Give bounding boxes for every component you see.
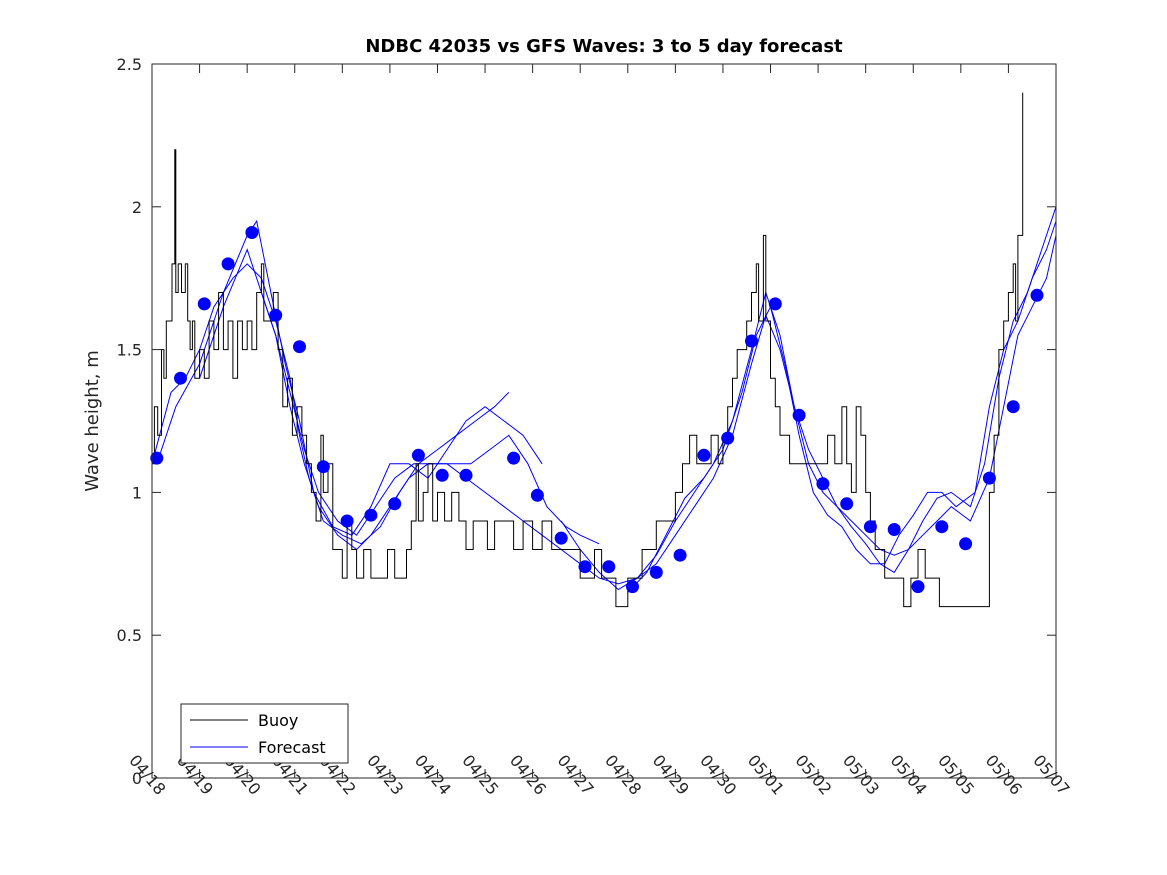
forecast-marker [721, 431, 735, 445]
forecast-marker [316, 460, 330, 474]
forecast-marker [507, 451, 521, 465]
forecast-marker [221, 257, 235, 271]
forecast-line [627, 220, 1057, 593]
forecast-marker [768, 297, 782, 311]
legend: Buoy Forecast [180, 703, 349, 764]
forecast-marker [388, 497, 402, 511]
forecast-marker [1030, 288, 1044, 302]
forecast-marker [959, 537, 973, 551]
chart-title: NDBC 42035 vs GFS Waves: 3 to 5 day fore… [365, 36, 843, 57]
forecast-marker [554, 531, 568, 545]
forecast-marker [935, 520, 949, 534]
forecast-marker [911, 580, 925, 594]
forecast-marker [602, 560, 616, 574]
axes-box [151, 63, 1057, 779]
forecast-line [156, 219, 543, 536]
y-tick-label: 2.5 [117, 55, 142, 74]
y-tick-label: 0.5 [117, 626, 142, 645]
buoy-line [152, 92, 1024, 608]
forecast-marker [459, 468, 473, 482]
forecast-marker [816, 477, 830, 491]
forecast-marker [1006, 400, 1020, 414]
forecast-marker [697, 448, 711, 462]
series-layer [150, 92, 1057, 608]
forecast-marker [174, 371, 187, 385]
forecast-marker [364, 508, 378, 522]
forecast-marker [626, 580, 639, 594]
forecast-marker [293, 340, 306, 354]
forecast-marker [840, 497, 854, 511]
forecast-marker [197, 297, 211, 311]
forecast-marker [887, 523, 901, 536]
y-axis: 0 0.5 1 1.5 2 2.5 [117, 55, 1056, 788]
y-tick-label: 1 [132, 483, 142, 502]
legend-buoy-label: Buoy [258, 711, 298, 730]
forecast-marker [245, 226, 259, 239]
y-tick-label: 1.5 [117, 341, 142, 360]
forecast-marker [863, 520, 877, 534]
forecast-marker [150, 451, 164, 465]
forecast-marker [530, 488, 544, 502]
forecast-marker [649, 565, 663, 579]
forecast-marker [340, 514, 354, 528]
forecast-marker [435, 468, 449, 482]
legend-box [180, 703, 349, 764]
axes-background [152, 64, 1056, 778]
legend-forecast-label: Forecast [258, 738, 326, 757]
y-tick-label: 0 [132, 769, 142, 788]
forecast-marker [269, 308, 283, 322]
forecast-marker [673, 548, 687, 562]
forecast-marker [578, 560, 592, 574]
forecast-marker [792, 408, 806, 422]
forecast-marker [411, 448, 425, 462]
forecast-marker [745, 334, 758, 348]
y-axis-label: Wave height, m [82, 350, 103, 491]
forecast-line [560, 206, 1057, 591]
y-tick-label: 2 [132, 198, 142, 217]
forecast-marker [982, 471, 996, 485]
